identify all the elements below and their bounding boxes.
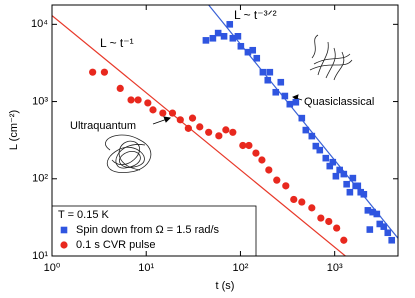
data-point [346, 188, 354, 196]
annotation: Quasiclassical [304, 96, 374, 108]
data-point [249, 46, 257, 54]
data-point [364, 207, 372, 214]
annotation: L ~ t⁻¹ [100, 36, 134, 50]
data-point [373, 210, 381, 218]
data-point [202, 37, 210, 44]
data-point [376, 220, 384, 228]
data-point [308, 204, 316, 212]
y-tick-label: 10⁴ [31, 18, 48, 30]
data-point [272, 88, 280, 96]
data-point [388, 236, 396, 244]
data-point [144, 99, 152, 107]
data-point [336, 166, 343, 174]
data-point [89, 68, 97, 76]
data-point [333, 224, 341, 232]
y-tick-label: 10² [32, 173, 48, 185]
data-point [332, 172, 340, 180]
data-point [184, 124, 192, 132]
data-point [226, 21, 234, 28]
data-point [252, 149, 260, 157]
data-point [354, 182, 362, 190]
data-point [298, 198, 306, 206]
data-point [326, 162, 334, 170]
data-point [266, 68, 274, 76]
data-point [366, 226, 374, 233]
annotation-arrows [152, 94, 303, 125]
data-point [317, 214, 325, 222]
plot-frame [51, 4, 399, 257]
data-point [282, 182, 290, 190]
data-point [159, 109, 167, 117]
data-point [134, 96, 142, 104]
data-point [253, 54, 261, 62]
data-point [245, 141, 253, 150]
data-point [360, 190, 368, 198]
data-point [343, 180, 350, 188]
data-point [290, 195, 298, 204]
data-point [340, 236, 348, 244]
data-point [316, 146, 324, 154]
data-point [127, 96, 135, 104]
fit-line [52, 15, 346, 256]
data-point [209, 34, 217, 42]
data-point [100, 68, 109, 76]
data-point [237, 42, 245, 50]
data-point [205, 128, 213, 136]
y-tick-label: 10¹ [32, 250, 48, 262]
data-point [298, 114, 306, 122]
data-point [149, 106, 157, 114]
y-axis-label: L (cm⁻²) [8, 110, 20, 150]
tangle-drawings [105, 34, 353, 174]
data-point [277, 78, 285, 86]
data-point [229, 128, 237, 136]
data-point [244, 48, 252, 56]
x-tick-label: 10² [232, 262, 248, 274]
x-tick-label: 10³ [327, 262, 343, 274]
data-point [264, 76, 272, 84]
data-point [229, 34, 237, 42]
data-point [308, 132, 316, 140]
data-point [369, 208, 376, 216]
data-point [214, 29, 222, 37]
data-point [340, 170, 348, 178]
x-tick-label: 10⁰ [44, 262, 61, 274]
data-point [322, 154, 330, 162]
data-point [380, 223, 388, 230]
data-point [259, 68, 267, 76]
legend-title: T = 0.15 K [58, 209, 110, 221]
x-axis-label: t (s) [216, 280, 235, 292]
data-point [196, 123, 204, 131]
legend-marker [60, 241, 68, 249]
data-point [188, 114, 197, 122]
x-tick-label: 10¹ [138, 262, 154, 274]
data-point [222, 126, 230, 134]
data-point [258, 156, 266, 164]
legend-marker [60, 226, 68, 234]
data-point [234, 32, 242, 40]
data-point [349, 174, 357, 182]
data-point [239, 141, 247, 150]
legend-label: Spin down from Ω = 1.5 rad/s [76, 224, 220, 236]
legend-label: 0.1 s CVR pulse [76, 239, 155, 251]
data-point [312, 142, 320, 150]
annotation: L ~ t⁻³ᐟ² [234, 8, 277, 22]
data-point [265, 166, 273, 174]
y-tick-label: 10³ [32, 95, 48, 107]
data-point [220, 32, 228, 40]
data-point [273, 176, 281, 184]
data-point [168, 109, 177, 117]
annotation: Ultraquantum [70, 120, 136, 132]
data-point [302, 126, 310, 134]
data-point [176, 116, 184, 124]
plot-area [52, 5, 398, 256]
data-point [292, 98, 300, 106]
data-point [384, 229, 392, 237]
data-point [325, 217, 333, 226]
data-point [286, 100, 294, 108]
data-point [116, 84, 124, 93]
data-point [329, 158, 337, 166]
data-point [215, 132, 223, 140]
data-point [281, 92, 289, 100]
